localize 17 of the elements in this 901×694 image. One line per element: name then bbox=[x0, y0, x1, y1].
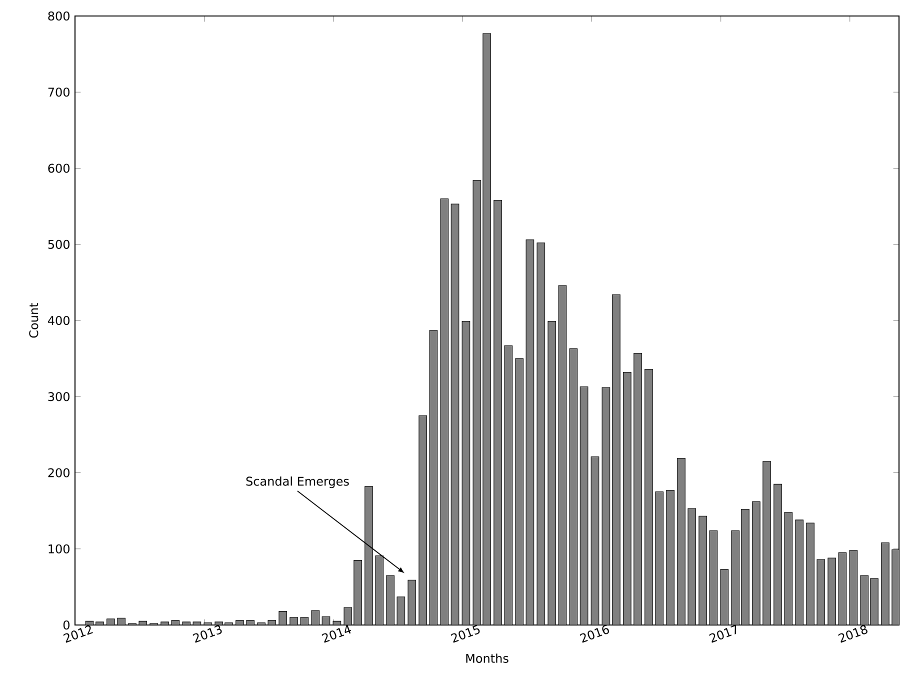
y-tick-label: 400 bbox=[48, 316, 70, 326]
y-tick-label: 500 bbox=[48, 240, 70, 249]
y-tick-label: 300 bbox=[48, 392, 70, 402]
x-tick-label: 2013 bbox=[192, 625, 222, 643]
x-tick-label: 2017 bbox=[709, 624, 736, 643]
x-tick-label: 2018 bbox=[838, 625, 868, 643]
y-tick-label: 600 bbox=[48, 164, 70, 173]
y-tick-label: 200 bbox=[48, 468, 70, 478]
y-tick-label: 800 bbox=[48, 11, 70, 21]
y-tick-label: 100 bbox=[48, 544, 70, 554]
x-tick-label: 2014 bbox=[322, 625, 352, 643]
y-axis-title: Count bbox=[29, 302, 38, 338]
x-tick-label: 2015 bbox=[450, 624, 480, 643]
x-axis-title: Months bbox=[466, 654, 508, 663]
annotation: Scandal Emerges bbox=[246, 476, 349, 488]
x-tick-label: 2016 bbox=[580, 625, 610, 643]
y-tick-label: 700 bbox=[48, 88, 70, 97]
